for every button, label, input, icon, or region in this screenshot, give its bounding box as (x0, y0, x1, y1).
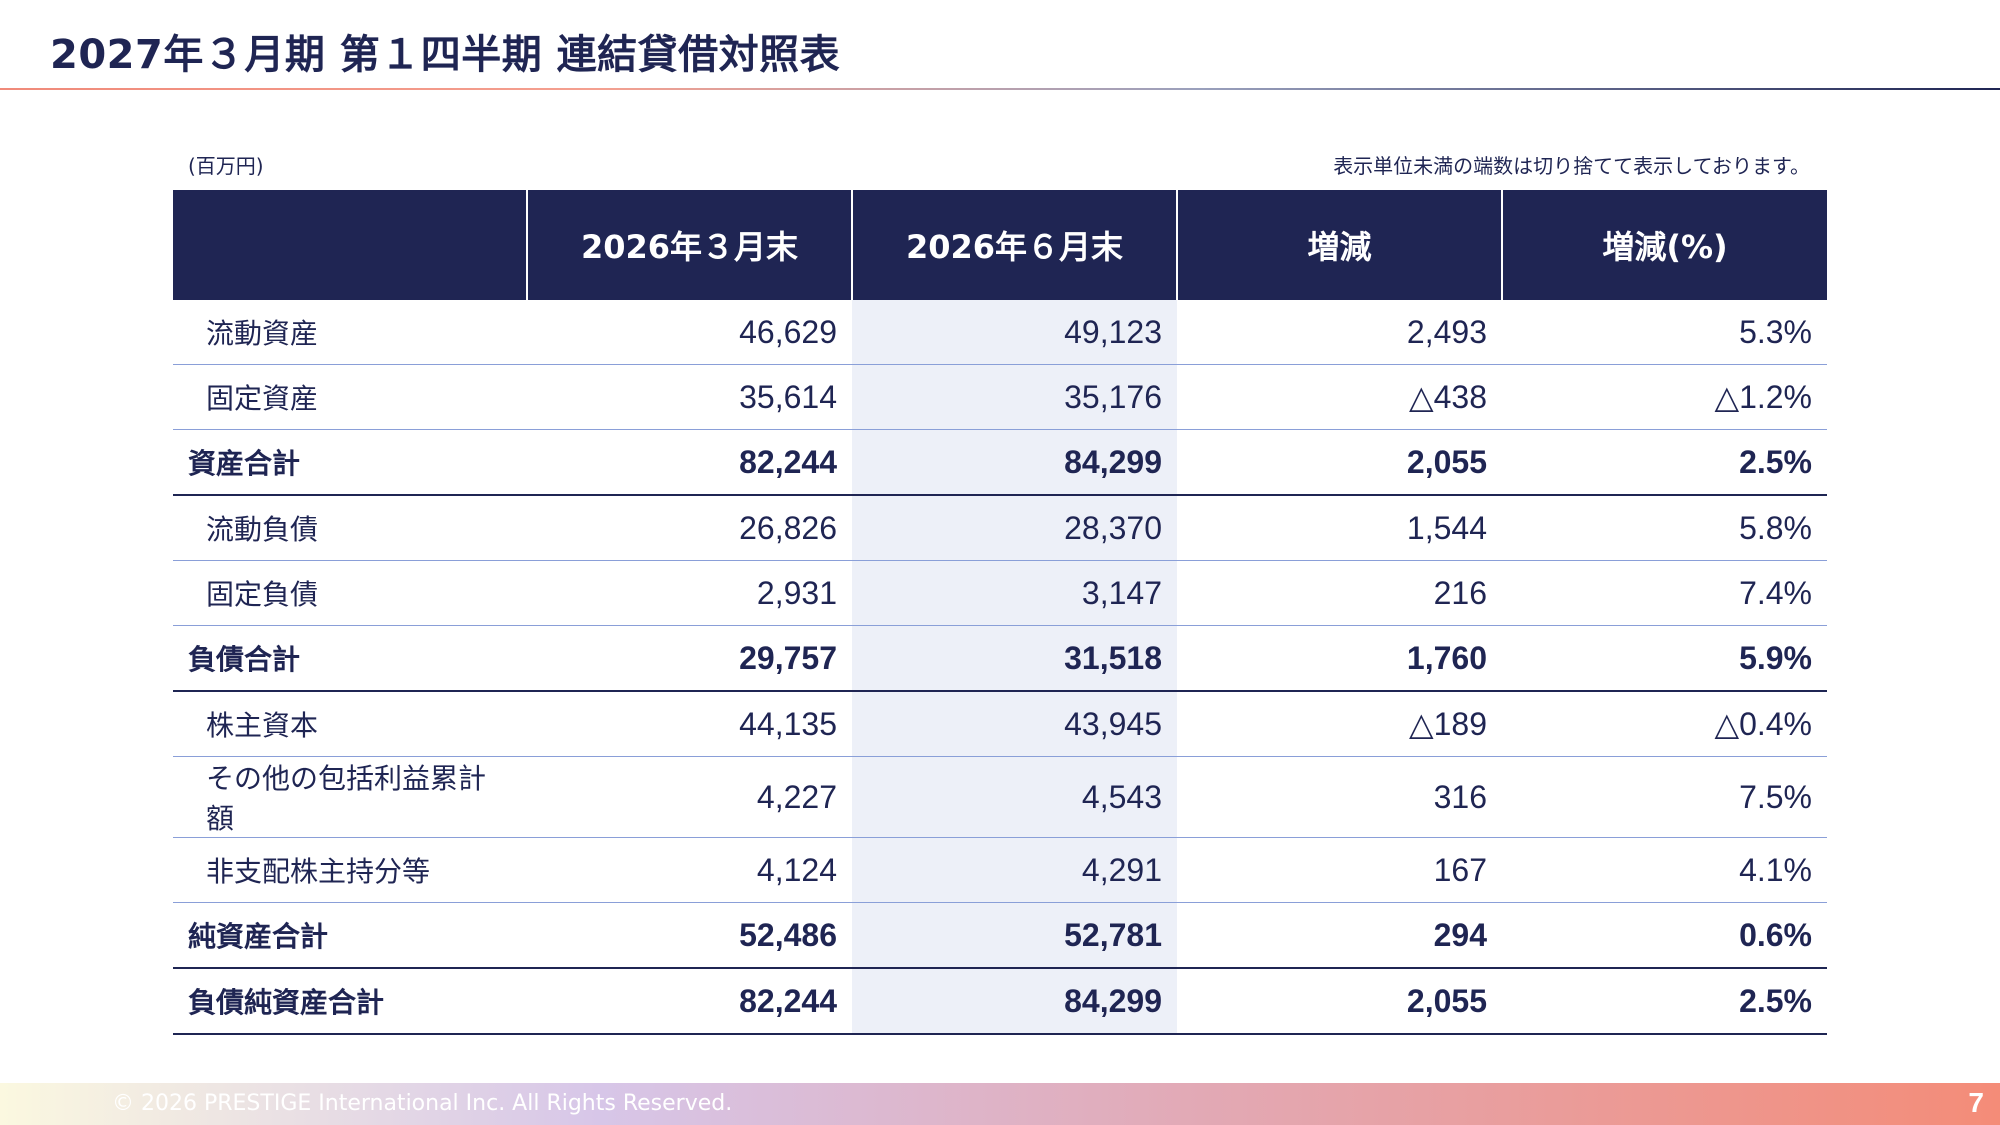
table-row: 流動負債 26,826 28,370 1,544 5.8% (173, 495, 1827, 561)
row-label: 株主資本 (173, 691, 527, 757)
value-change-pct: 5.8% (1502, 495, 1827, 561)
value-mar: 52,486 (527, 902, 852, 969)
value-jun: 4,543 (852, 756, 1177, 838)
table-row-total: 純資産合計 52,486 52,781 294 0.6% (173, 902, 1827, 969)
value-change-pct: 2.5% (1502, 429, 1827, 496)
header-item (173, 190, 528, 300)
value-jun: 52,781 (852, 902, 1177, 969)
value-jun: 49,123 (852, 300, 1177, 365)
table-row: その他の包括利益累計額 4,227 4,543 316 7.5% (173, 756, 1827, 838)
table-row-grand-total: 負債純資産合計 82,244 84,299 2,055 2.5% (173, 968, 1827, 1035)
row-label: 非支配株主持分等 (173, 837, 527, 903)
value-jun: 84,299 (852, 429, 1177, 496)
row-label: 資産合計 (173, 429, 527, 496)
table-row: 流動資産 46,629 49,123 2,493 5.3% (173, 300, 1827, 365)
value-change-pct: 0.6% (1502, 902, 1827, 969)
row-label: 純資産合計 (173, 902, 527, 969)
value-change-pct: 5.3% (1502, 300, 1827, 365)
row-label: 流動資産 (173, 300, 527, 365)
value-jun: 4,291 (852, 837, 1177, 903)
table-row: 固定資産 35,614 35,176 △438 △1.2% (173, 364, 1827, 430)
value-jun: 35,176 (852, 364, 1177, 430)
value-mar: 35,614 (527, 364, 852, 430)
row-label: 流動負債 (173, 495, 527, 561)
value-mar: 2,931 (527, 560, 852, 626)
table-row: 株主資本 44,135 43,945 △189 △0.4% (173, 691, 1827, 757)
header-jun-2026: 2026年６月末 (852, 190, 1178, 300)
table-row-total: 資産合計 82,244 84,299 2,055 2.5% (173, 429, 1827, 496)
balance-sheet-table: 2026年３月末 2026年６月末 増減 増減(%) 流動資産 46,629 4… (173, 190, 1827, 1035)
row-label: 固定資産 (173, 364, 527, 430)
table-row-total: 負債合計 29,757 31,518 1,760 5.9% (173, 625, 1827, 692)
value-change: △189 (1177, 691, 1502, 757)
value-mar: 46,629 (527, 300, 852, 365)
value-change: △438 (1177, 364, 1502, 430)
value-change: 2,055 (1177, 968, 1502, 1035)
value-mar: 82,244 (527, 968, 852, 1035)
value-mar: 82,244 (527, 429, 852, 496)
row-label: 負債純資産合計 (173, 968, 527, 1035)
value-jun: 28,370 (852, 495, 1177, 561)
page-title: 2027年３月期 第１四半期 連結貸借対照表 (50, 32, 841, 78)
value-mar: 44,135 (527, 691, 852, 757)
footer-bar: © 2026 PRESTIGE International Inc. All R… (0, 1083, 2000, 1125)
value-mar: 4,124 (527, 837, 852, 903)
value-change-pct: 5.9% (1502, 625, 1827, 692)
header-change-pct: 増減(%) (1502, 190, 1827, 300)
value-change: 216 (1177, 560, 1502, 626)
value-change: 1,760 (1177, 625, 1502, 692)
value-mar: 26,826 (527, 495, 852, 561)
row-label: 固定負債 (173, 560, 527, 626)
table-row: 固定負債 2,931 3,147 216 7.4% (173, 560, 1827, 626)
value-change-pct: 7.4% (1502, 560, 1827, 626)
value-change: 167 (1177, 837, 1502, 903)
table-row: 非支配株主持分等 4,124 4,291 167 4.1% (173, 837, 1827, 903)
row-label: その他の包括利益累計額 (173, 756, 527, 838)
value-change: 1,544 (1177, 495, 1502, 561)
header-mar-2026: 2026年３月末 (527, 190, 853, 300)
value-change: 2,055 (1177, 429, 1502, 496)
copyright-text: © 2026 PRESTIGE International Inc. All R… (112, 1091, 733, 1116)
value-change-pct: △1.2% (1502, 364, 1827, 430)
page-number: 7 (1968, 1087, 1984, 1118)
table-header-row: 2026年３月末 2026年６月末 増減 増減(%) (173, 190, 1827, 300)
value-change-pct: △0.4% (1502, 691, 1827, 757)
value-jun: 3,147 (852, 560, 1177, 626)
value-change-pct: 7.5% (1502, 756, 1827, 838)
value-change: 2,493 (1177, 300, 1502, 365)
value-change: 316 (1177, 756, 1502, 838)
header-change: 増減 (1177, 190, 1503, 300)
rounding-note: 表示単位未満の端数は切り捨てて表示しております。 (1333, 154, 1810, 178)
value-change-pct: 4.1% (1502, 837, 1827, 903)
row-label: 負債合計 (173, 625, 527, 692)
value-mar: 4,227 (527, 756, 852, 838)
value-change: 294 (1177, 902, 1502, 969)
value-mar: 29,757 (527, 625, 852, 692)
title-divider (0, 88, 2000, 90)
value-jun: 31,518 (852, 625, 1177, 692)
value-jun: 43,945 (852, 691, 1177, 757)
value-jun: 84,299 (852, 968, 1177, 1035)
unit-label: (百万円) (188, 154, 264, 178)
value-change-pct: 2.5% (1502, 968, 1827, 1035)
